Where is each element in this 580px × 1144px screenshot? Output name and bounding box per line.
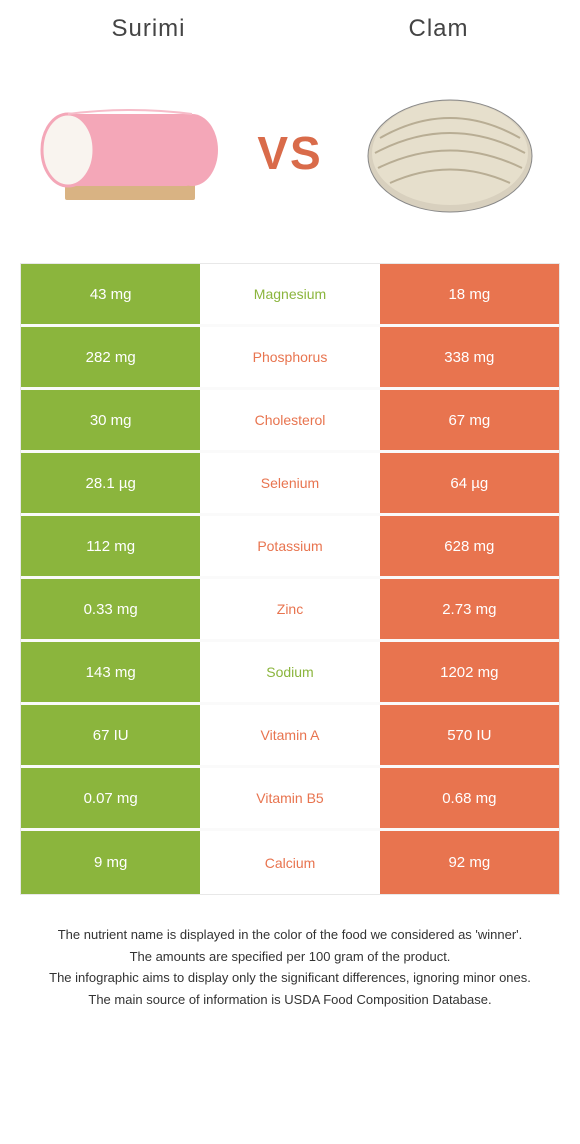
right-value: 18 mg <box>380 264 559 324</box>
right-value: 67 mg <box>380 390 559 450</box>
left-value: 67 IU <box>21 705 200 765</box>
table-row: 67 IUVitamin A570 IU <box>21 705 559 768</box>
left-value: 0.07 mg <box>21 768 200 828</box>
left-value: 143 mg <box>21 642 200 702</box>
footer-line: The nutrient name is displayed in the co… <box>40 925 540 945</box>
left-value: 28.1 µg <box>21 453 200 513</box>
right-value: 338 mg <box>380 327 559 387</box>
table-row: 43 mgMagnesium18 mg <box>21 264 559 327</box>
right-value: 1202 mg <box>380 642 559 702</box>
left-value: 112 mg <box>21 516 200 576</box>
footer-line: The amounts are specified per 100 gram o… <box>40 947 540 967</box>
table-row: 143 mgSodium1202 mg <box>21 642 559 705</box>
table-row: 30 mgCholesterol67 mg <box>21 390 559 453</box>
left-value: 43 mg <box>21 264 200 324</box>
left-title: Surimi <box>111 15 185 43</box>
vs-label: VS <box>257 126 322 180</box>
left-value: 9 mg <box>21 831 200 894</box>
nutrient-name: Magnesium <box>200 264 379 324</box>
nutrient-name: Zinc <box>200 579 379 639</box>
right-value: 628 mg <box>380 516 559 576</box>
images-row: VS <box>0 53 580 263</box>
right-value: 2.73 mg <box>380 579 559 639</box>
nutrient-name: Selenium <box>200 453 379 513</box>
nutrient-name: Vitamin A <box>200 705 379 765</box>
table-row: 0.33 mgZinc2.73 mg <box>21 579 559 642</box>
footer-line: The infographic aims to display only the… <box>40 968 540 988</box>
clam-image <box>350 78 550 228</box>
table-row: 112 mgPotassium628 mg <box>21 516 559 579</box>
right-value: 0.68 mg <box>380 768 559 828</box>
table-row: 0.07 mgVitamin B50.68 mg <box>21 768 559 831</box>
nutrient-name: Sodium <box>200 642 379 702</box>
header: Surimi Clam <box>0 0 580 53</box>
left-value: 282 mg <box>21 327 200 387</box>
right-title: Clam <box>408 15 468 43</box>
footer-line: The main source of information is USDA F… <box>40 990 540 1010</box>
table-row: 282 mgPhosphorus338 mg <box>21 327 559 390</box>
right-value: 92 mg <box>380 831 559 894</box>
table-row: 28.1 µgSelenium64 µg <box>21 453 559 516</box>
surimi-image <box>30 78 230 228</box>
table-row: 9 mgCalcium92 mg <box>21 831 559 894</box>
nutrient-name: Cholesterol <box>200 390 379 450</box>
nutrient-name: Phosphorus <box>200 327 379 387</box>
left-value: 30 mg <box>21 390 200 450</box>
nutrient-name: Calcium <box>200 831 379 894</box>
right-value: 64 µg <box>380 453 559 513</box>
right-value: 570 IU <box>380 705 559 765</box>
comparison-table: 43 mgMagnesium18 mg282 mgPhosphorus338 m… <box>20 263 560 895</box>
nutrient-name: Vitamin B5 <box>200 768 379 828</box>
left-value: 0.33 mg <box>21 579 200 639</box>
nutrient-name: Potassium <box>200 516 379 576</box>
footer: The nutrient name is displayed in the co… <box>0 895 580 1031</box>
